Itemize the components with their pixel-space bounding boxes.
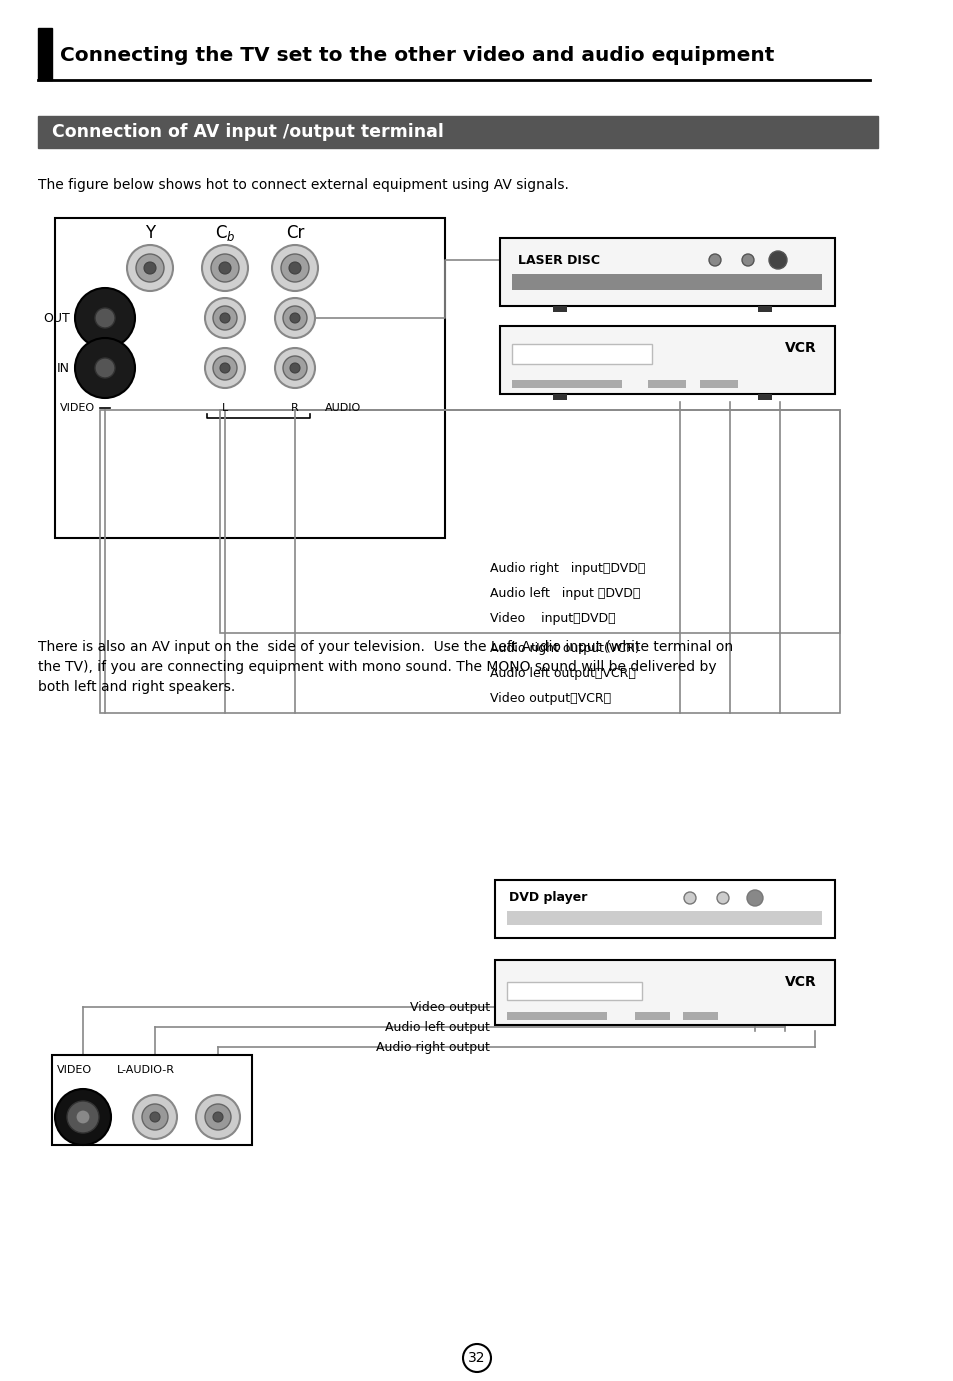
Text: Audio right   input（DVD）: Audio right input（DVD） xyxy=(490,562,644,574)
Text: VIDEO: VIDEO xyxy=(57,1065,92,1074)
Circle shape xyxy=(717,892,728,905)
Bar xyxy=(506,911,821,925)
Circle shape xyxy=(283,356,307,380)
Circle shape xyxy=(683,892,696,905)
Text: Video    input（DVD）: Video input（DVD） xyxy=(490,612,615,624)
Text: Connection of AV input /output terminal: Connection of AV input /output terminal xyxy=(52,123,443,141)
Text: IN: IN xyxy=(57,362,70,374)
Bar xyxy=(512,380,621,388)
Circle shape xyxy=(768,251,786,269)
Bar xyxy=(499,238,834,307)
Circle shape xyxy=(95,308,115,329)
Circle shape xyxy=(75,289,135,348)
Circle shape xyxy=(219,262,231,273)
Bar xyxy=(682,1012,718,1021)
Circle shape xyxy=(205,298,245,338)
Circle shape xyxy=(144,262,156,273)
Text: There is also an AV input on the  side of your television.  Use the Left Audio i: There is also an AV input on the side of… xyxy=(38,639,732,695)
Circle shape xyxy=(142,1103,168,1130)
Bar xyxy=(220,410,840,632)
Circle shape xyxy=(213,356,236,380)
Text: VCR: VCR xyxy=(784,975,816,989)
Circle shape xyxy=(220,363,230,373)
Circle shape xyxy=(127,244,172,291)
Bar xyxy=(100,410,840,713)
Circle shape xyxy=(213,307,236,330)
Text: Video output: Video output xyxy=(410,1000,490,1014)
Text: VIDEO: VIDEO xyxy=(60,403,95,413)
Text: Audio left output: Audio left output xyxy=(385,1021,490,1033)
Circle shape xyxy=(272,244,317,291)
Circle shape xyxy=(205,1103,231,1130)
Text: 32: 32 xyxy=(468,1351,485,1364)
Circle shape xyxy=(746,889,762,906)
Circle shape xyxy=(202,244,248,291)
Text: OUT: OUT xyxy=(43,312,70,325)
Bar xyxy=(647,380,685,388)
Text: C$_b$: C$_b$ xyxy=(214,222,235,243)
Bar xyxy=(553,307,566,312)
Bar xyxy=(52,1055,252,1145)
Bar xyxy=(758,394,771,400)
Bar xyxy=(38,116,877,148)
Text: The figure below shows hot to connect external equipment using AV signals.: The figure below shows hot to connect ex… xyxy=(38,178,568,192)
Circle shape xyxy=(150,1112,160,1121)
Text: Audio right output: Audio right output xyxy=(375,1040,490,1054)
Circle shape xyxy=(213,1112,223,1121)
Bar xyxy=(38,28,52,80)
Bar xyxy=(553,394,566,400)
Text: DVD player: DVD player xyxy=(509,892,587,905)
Circle shape xyxy=(290,313,299,323)
Circle shape xyxy=(281,254,309,282)
Circle shape xyxy=(205,348,245,388)
Text: Y: Y xyxy=(145,224,155,242)
Text: LASER DISC: LASER DISC xyxy=(517,254,599,267)
Circle shape xyxy=(741,254,753,267)
Text: Video output（VCR）: Video output（VCR） xyxy=(490,692,611,704)
Circle shape xyxy=(708,254,720,267)
Bar xyxy=(495,960,834,1025)
Bar xyxy=(506,1012,606,1021)
Circle shape xyxy=(274,298,314,338)
Circle shape xyxy=(55,1090,111,1145)
Bar xyxy=(495,880,834,938)
Circle shape xyxy=(274,348,314,388)
Circle shape xyxy=(136,254,164,282)
Text: L: L xyxy=(222,403,228,413)
Bar xyxy=(506,982,641,1000)
Text: Audio left output（VCR）: Audio left output（VCR） xyxy=(490,667,636,679)
Text: L-AUDIO-R: L-AUDIO-R xyxy=(117,1065,174,1074)
Bar xyxy=(635,1012,669,1021)
Text: VCR: VCR xyxy=(784,341,816,355)
Text: R: R xyxy=(291,403,298,413)
Text: AUDIO: AUDIO xyxy=(325,403,361,413)
Bar xyxy=(512,273,821,290)
Circle shape xyxy=(289,262,301,273)
Circle shape xyxy=(95,358,115,378)
Circle shape xyxy=(195,1095,240,1139)
Circle shape xyxy=(76,1110,90,1124)
Text: Connecting the TV set to the other video and audio equipment: Connecting the TV set to the other video… xyxy=(60,46,774,65)
Circle shape xyxy=(283,307,307,330)
Bar xyxy=(758,307,771,312)
Bar xyxy=(499,326,834,394)
Text: Cr: Cr xyxy=(286,224,304,242)
Circle shape xyxy=(132,1095,177,1139)
Text: Audio left   input （DVD）: Audio left input （DVD） xyxy=(490,587,639,599)
Bar xyxy=(512,344,651,365)
Circle shape xyxy=(67,1101,99,1132)
Text: Audio right output(VCR): Audio right output(VCR) xyxy=(490,642,639,655)
Bar xyxy=(700,380,738,388)
Circle shape xyxy=(75,338,135,398)
Circle shape xyxy=(220,313,230,323)
Bar xyxy=(55,218,444,539)
Circle shape xyxy=(462,1344,491,1371)
Circle shape xyxy=(211,254,239,282)
Circle shape xyxy=(290,363,299,373)
